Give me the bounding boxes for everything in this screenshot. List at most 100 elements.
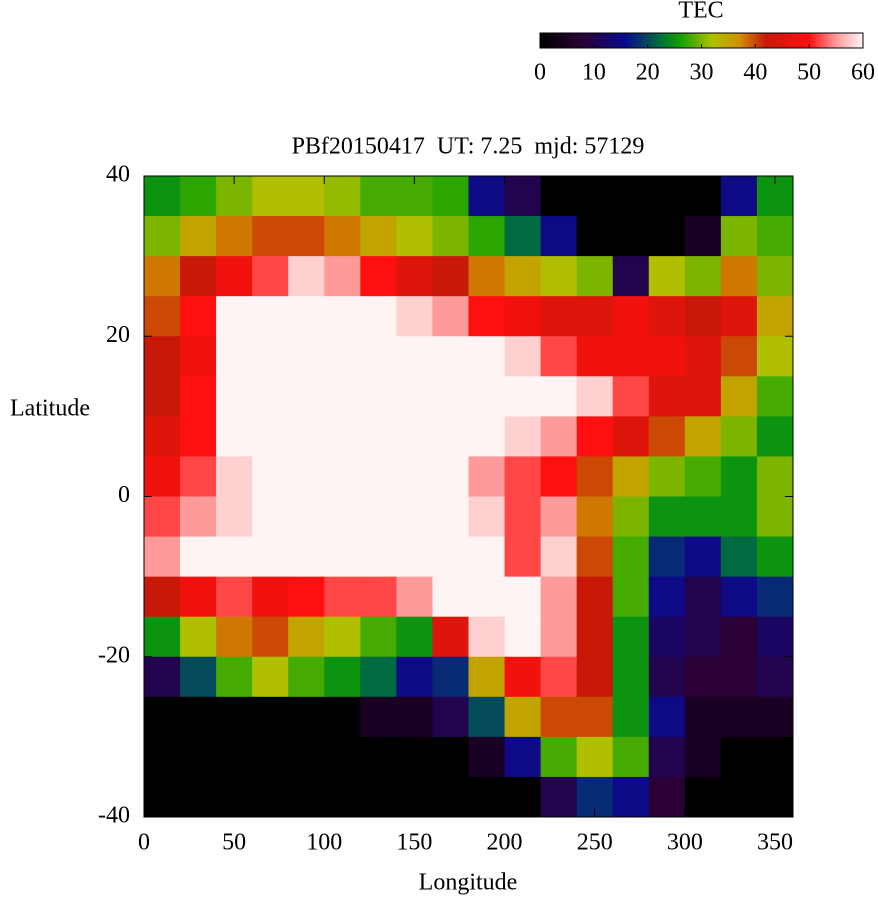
- heat-cell: [576, 696, 614, 738]
- heat-cell: [612, 736, 650, 778]
- heat-cell: [684, 376, 722, 417]
- colorbar-step: [609, 33, 611, 48]
- colorbar-step: [615, 33, 617, 48]
- heat-cell: [648, 696, 686, 738]
- heat-cell: [648, 576, 686, 618]
- heat-cell: [468, 776, 506, 818]
- heat-cell: [576, 616, 614, 658]
- heat-cell: [612, 616, 650, 658]
- colorbar-step: [801, 33, 803, 48]
- heat-cell: [324, 216, 361, 257]
- heat-cell: [216, 376, 253, 417]
- heat-cell: [324, 176, 361, 217]
- colorbar-step: [807, 33, 809, 48]
- heat-cell: [144, 776, 181, 818]
- colorbar-step: [772, 33, 774, 48]
- colorbar-step: [771, 33, 773, 48]
- colorbar-step: [710, 33, 712, 48]
- heat-cell: [684, 776, 722, 818]
- heat-cell: [540, 176, 578, 217]
- heat-cell: [324, 776, 361, 818]
- heat-cell: [612, 776, 650, 818]
- heat-cell: [180, 456, 217, 497]
- colorbar-step: [765, 33, 767, 48]
- colorbar-step: [708, 33, 710, 48]
- heat-cell: [288, 696, 325, 738]
- colorbar-step: [632, 33, 634, 48]
- colorbar-step: [791, 33, 793, 48]
- heat-cell: [432, 576, 469, 618]
- heat-cell: [360, 416, 397, 457]
- heat-cell: [540, 336, 578, 377]
- colorbar-step: [853, 33, 855, 48]
- colorbar-step: [835, 33, 837, 48]
- colorbar-step: [854, 33, 856, 48]
- heat-cell: [720, 696, 758, 738]
- colorbar-step: [734, 33, 736, 48]
- colorbar-step: [653, 33, 655, 48]
- colorbar-step: [547, 33, 549, 48]
- heat-cell: [216, 256, 253, 297]
- colorbar-step: [625, 33, 627, 48]
- heat-cell: [324, 256, 361, 297]
- heat-cell: [648, 216, 686, 257]
- heat-cell: [360, 776, 397, 818]
- heat-cell: [324, 456, 361, 497]
- heat-cell: [324, 376, 361, 417]
- colorbar-step: [785, 33, 787, 48]
- colorbar-step: [813, 33, 815, 48]
- heat-cell: [720, 176, 758, 217]
- colorbar-step: [812, 33, 814, 48]
- heat-cell: [648, 336, 686, 377]
- heat-cell: [576, 296, 614, 337]
- colorbar-step: [582, 33, 584, 48]
- heat-cell: [720, 296, 758, 337]
- colorbar-step: [808, 33, 810, 48]
- colorbar-step: [830, 33, 832, 48]
- colorbar-step: [798, 33, 800, 48]
- colorbar-step: [702, 33, 704, 48]
- colorbar-step: [600, 33, 602, 48]
- colorbar-step: [662, 33, 664, 48]
- colorbar-step: [613, 33, 615, 48]
- colorbar-step: [651, 33, 653, 48]
- colorbar-step: [572, 33, 574, 48]
- colorbar-step: [656, 33, 658, 48]
- heat-cell: [360, 176, 397, 217]
- y-axis-label: Latitude: [10, 396, 90, 422]
- heat-cell: [288, 656, 325, 698]
- colorbar-step: [679, 33, 681, 48]
- heat-cell: [468, 176, 506, 217]
- colorbar-tick-label: 10: [582, 60, 606, 86]
- heat-cell: [432, 616, 469, 658]
- heat-cell: [432, 776, 469, 818]
- heat-cell: [324, 416, 361, 457]
- heat-cell: [252, 536, 289, 578]
- colorbar-step: [753, 33, 755, 48]
- colorbar-step: [664, 33, 666, 48]
- heat-cell: [288, 616, 325, 658]
- heat-cell: [432, 696, 469, 738]
- heat-cell: [720, 536, 758, 578]
- colorbar-step: [796, 33, 798, 48]
- heat-cell: [756, 696, 794, 738]
- colorbar-step: [563, 33, 565, 48]
- colorbar-step: [769, 33, 771, 48]
- heat-cell: [504, 576, 542, 618]
- heat-cell: [180, 256, 217, 297]
- colorbar-step: [817, 33, 819, 48]
- heat-cell: [720, 736, 758, 778]
- colorbar-step: [826, 33, 828, 48]
- heat-cell: [396, 736, 433, 778]
- heat-cell: [648, 456, 686, 497]
- heat-cell: [288, 456, 325, 497]
- heat-cell: [180, 296, 217, 337]
- heat-cell: [216, 416, 253, 457]
- colorbar-step: [833, 33, 835, 48]
- heat-cell: [252, 456, 289, 497]
- colorbar-step: [607, 33, 609, 48]
- colorbar-step: [757, 33, 759, 48]
- colorbar-step: [859, 33, 861, 48]
- colorbar-step: [758, 33, 760, 48]
- colorbar-step: [666, 33, 668, 48]
